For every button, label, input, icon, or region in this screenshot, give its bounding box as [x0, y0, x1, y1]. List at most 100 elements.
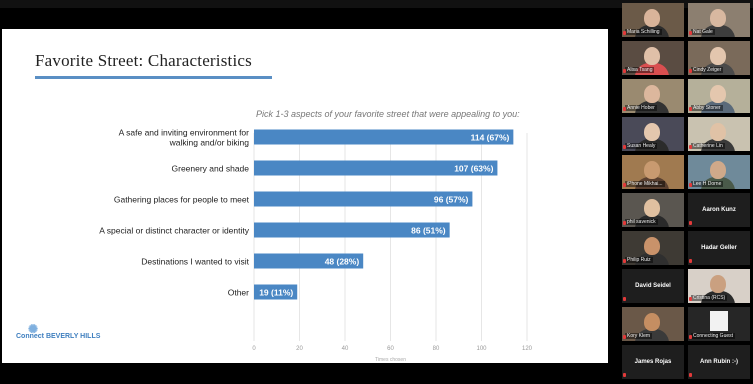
chart-subtitle: Pick 1-3 aspects of your favorite street…	[256, 109, 520, 119]
muted-mic-icon	[623, 107, 626, 111]
category-label: Gathering places for people to meet	[114, 195, 250, 205]
bar-data-label: 19 (11%)	[259, 288, 293, 298]
participant-video	[635, 177, 669, 189]
participant-name: iPhone Mikhai...	[625, 181, 665, 187]
category-label: walking and/or biking	[169, 138, 250, 148]
participant-face	[644, 47, 660, 65]
bar	[254, 160, 498, 176]
participant-face	[710, 275, 726, 293]
participant-tile[interactable]: phil savenick	[622, 193, 684, 227]
x-tick-label: 120	[522, 346, 533, 352]
participant-tile[interactable]: Ann Rubin :-)	[688, 345, 750, 379]
participant-name: Hadar Geller	[701, 245, 737, 251]
participant-face	[710, 9, 726, 27]
bar-data-label: 86 (51%)	[411, 226, 446, 236]
participant-tile[interactable]: Lee H Dorne	[688, 155, 750, 189]
participant-face	[644, 161, 660, 179]
muted-mic-icon	[689, 145, 692, 149]
x-tick-label: 0	[252, 346, 256, 352]
participant-tile[interactable]: Alisa Tsang	[622, 41, 684, 75]
participant-name: Cristina (RCS)	[691, 295, 728, 301]
bar	[254, 284, 298, 300]
bar-chart: 0 20 40 60 80 100 120 Times chosen 114 (67%) A sa…	[99, 128, 533, 364]
participant-name: Connecting Guest	[691, 333, 736, 339]
bar-data-label: 114 (67%)	[471, 133, 510, 143]
participant-name: Annie Hober	[625, 105, 657, 111]
bar-data-label: 48 (28%)	[325, 257, 360, 267]
bar	[254, 222, 450, 238]
sunburst-icon: ✺	[28, 322, 39, 336]
participant-face	[644, 313, 660, 331]
muted-mic-icon	[689, 69, 692, 73]
participant-name: phil savenick	[625, 219, 658, 225]
logo-text: Connect BEVERLY HILLS	[16, 333, 101, 340]
bar	[254, 191, 473, 207]
participant-tile[interactable]: Aaron Kunz	[688, 193, 750, 227]
muted-mic-icon	[623, 373, 626, 377]
category-label: A safe and inviting environment for	[119, 128, 250, 138]
participant-video	[635, 215, 669, 227]
participant-tile[interactable]: Nat Gale	[688, 3, 750, 37]
participant-name: Catherine Lin	[691, 143, 725, 149]
participant-video	[701, 101, 735, 113]
participant-face	[710, 123, 726, 141]
bar-data-label: 96 (57%)	[434, 195, 469, 205]
x-tick-label: 40	[342, 346, 349, 352]
participant-video	[701, 139, 735, 151]
participant-face	[644, 123, 660, 141]
avatar-placeholder-icon	[710, 311, 728, 331]
participant-tile[interactable]: David Seidel	[622, 269, 684, 303]
participant-tile[interactable]: Maria Schilling	[622, 3, 684, 37]
muted-mic-icon	[689, 297, 692, 301]
bar-data-label: 107 (63%)	[454, 164, 493, 174]
muted-mic-icon	[689, 335, 692, 339]
muted-mic-icon	[689, 221, 692, 225]
muted-mic-icon	[689, 259, 692, 263]
participant-face	[644, 199, 660, 217]
participant-tile[interactable]: Susan Healy	[622, 117, 684, 151]
x-axis-label: Times chosen	[375, 357, 406, 363]
participant-video	[635, 63, 669, 75]
muted-mic-icon	[623, 335, 626, 339]
bar	[254, 253, 364, 269]
participant-name: Kory Klem	[625, 333, 653, 339]
muted-mic-icon	[623, 69, 626, 73]
x-tick-label: 20	[296, 346, 303, 352]
participant-tile[interactable]: Kory Klem	[622, 307, 684, 341]
x-tick-label: 60	[387, 346, 394, 352]
participant-face	[644, 237, 660, 255]
participant-video	[635, 25, 669, 37]
participant-tile[interactable]: Annie Hober	[622, 79, 684, 113]
participant-name: Lee H Dorne	[691, 181, 724, 187]
participant-tile[interactable]: Catherine Lin	[688, 117, 750, 151]
top-bar	[0, 0, 753, 8]
participant-video	[701, 25, 735, 37]
muted-mic-icon	[623, 145, 626, 149]
x-tick-label: 100	[476, 346, 487, 352]
participant-tile[interactable]: Connecting Guest	[688, 307, 750, 341]
participant-tile[interactable]: Cindy Zeiger	[688, 41, 750, 75]
participant-name: Aaron Kunz	[702, 207, 736, 213]
presentation-slide: Favorite Street: Characteristics Pick 1-…	[2, 29, 608, 363]
participant-name: Cindy Zeiger	[691, 67, 724, 73]
participant-tile[interactable]: James Rojas	[622, 345, 684, 379]
participant-face	[710, 85, 726, 103]
muted-mic-icon	[689, 183, 692, 187]
participant-name: Philip Ruiz	[625, 257, 653, 263]
participant-video	[701, 63, 735, 75]
participant-tile[interactable]: Philip Ruiz	[622, 231, 684, 265]
participant-name: Abby Stoner	[691, 105, 723, 111]
participant-tile[interactable]: Hadar Geller	[688, 231, 750, 265]
brand-logo: ✺ Connect BEVERLY HILLS	[16, 322, 101, 340]
slide-title: Favorite Street: Characteristics	[35, 51, 252, 70]
participant-face	[644, 85, 660, 103]
participant-video	[635, 253, 669, 265]
muted-mic-icon	[623, 183, 626, 187]
participant-tile[interactable]: iPhone Mikhai...	[622, 155, 684, 189]
participant-video	[701, 177, 735, 189]
category-label: Greenery and shade	[172, 164, 250, 174]
participant-tile[interactable]: Abby Stoner	[688, 79, 750, 113]
participant-tile[interactable]: Cristina (RCS)	[688, 269, 750, 303]
muted-mic-icon	[623, 31, 626, 35]
muted-mic-icon	[623, 259, 626, 263]
